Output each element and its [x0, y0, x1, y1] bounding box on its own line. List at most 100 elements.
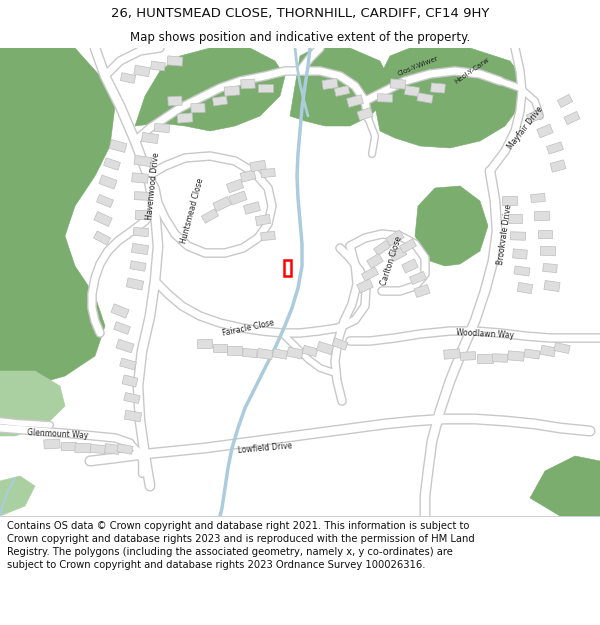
Polygon shape — [0, 48, 115, 416]
Bar — [547, 142, 563, 154]
Bar — [524, 349, 540, 359]
Polygon shape — [530, 456, 600, 516]
Text: Heol-Y-Carw: Heol-Y-Carw — [454, 57, 490, 85]
Polygon shape — [135, 48, 285, 131]
Bar — [256, 214, 271, 226]
Bar — [240, 170, 256, 182]
Bar — [502, 196, 518, 206]
Bar — [134, 65, 150, 77]
Bar — [357, 279, 373, 293]
Text: Carlton Close: Carlton Close — [380, 235, 404, 287]
Bar — [61, 442, 76, 450]
Text: Havenwood Drive: Havenwood Drive — [145, 152, 161, 220]
Bar — [109, 139, 127, 152]
Bar — [104, 158, 121, 170]
Bar — [119, 358, 136, 370]
Bar — [113, 322, 130, 334]
Bar — [212, 96, 227, 106]
Bar — [564, 111, 580, 124]
Bar — [260, 168, 275, 177]
Bar — [287, 347, 303, 359]
Bar — [177, 113, 193, 123]
Bar — [241, 79, 255, 89]
Bar — [227, 346, 242, 356]
Bar — [541, 246, 556, 256]
Polygon shape — [0, 371, 65, 436]
Polygon shape — [375, 48, 525, 148]
Bar — [126, 278, 144, 290]
Bar — [202, 209, 218, 223]
Bar — [357, 107, 373, 121]
Bar — [122, 375, 138, 387]
Bar — [417, 92, 433, 103]
Bar — [111, 304, 129, 318]
Bar — [134, 156, 152, 167]
Bar — [90, 444, 106, 454]
Bar — [117, 444, 133, 454]
Bar — [226, 179, 244, 192]
Bar — [151, 61, 166, 71]
Bar — [97, 194, 113, 208]
Bar — [94, 211, 112, 226]
Bar — [477, 354, 493, 362]
Bar — [541, 346, 556, 357]
Text: Contains OS data © Crown copyright and database right 2021. This information is : Contains OS data © Crown copyright and d… — [7, 521, 475, 570]
Bar — [367, 254, 383, 269]
Bar — [386, 230, 404, 246]
Bar — [443, 349, 460, 359]
Bar — [167, 56, 183, 66]
Polygon shape — [0, 476, 35, 516]
Bar — [508, 214, 522, 222]
Bar — [538, 230, 552, 238]
Bar — [133, 228, 149, 237]
Bar — [44, 439, 60, 449]
Bar — [75, 443, 91, 452]
Text: Lowfield Drive: Lowfield Drive — [238, 441, 293, 455]
Bar — [535, 211, 550, 221]
Bar — [244, 202, 260, 214]
Bar — [257, 84, 272, 92]
Bar — [530, 193, 545, 202]
Bar — [130, 261, 146, 271]
Bar — [389, 246, 407, 261]
Bar — [334, 86, 350, 96]
Bar — [229, 191, 247, 205]
Bar — [154, 123, 170, 132]
Bar — [316, 341, 334, 354]
Bar — [542, 263, 557, 272]
Bar — [493, 354, 508, 362]
Bar — [260, 231, 275, 241]
Bar — [142, 132, 158, 144]
Bar — [322, 79, 338, 89]
Bar — [131, 173, 148, 183]
Bar — [347, 95, 364, 108]
Bar — [508, 351, 524, 361]
Bar — [414, 284, 430, 298]
Bar — [332, 338, 348, 350]
Bar — [537, 124, 553, 138]
Bar — [213, 196, 231, 211]
Bar — [257, 349, 273, 359]
Bar — [400, 239, 416, 253]
Bar — [374, 241, 391, 256]
Text: Woodlawn Way: Woodlawn Way — [456, 328, 514, 340]
Bar — [511, 232, 526, 240]
Bar — [104, 444, 119, 454]
Bar — [362, 267, 379, 281]
Bar — [554, 342, 570, 354]
Bar — [410, 271, 427, 284]
Bar — [514, 266, 530, 276]
Bar — [550, 160, 566, 172]
Bar — [242, 348, 257, 358]
Bar — [377, 94, 392, 102]
Bar — [517, 282, 533, 294]
Bar — [197, 339, 212, 349]
Bar — [121, 72, 136, 83]
Bar — [134, 192, 149, 201]
Text: 26, HUNTSMEAD CLOSE, THORNHILL, CARDIFF, CF14 9HY: 26, HUNTSMEAD CLOSE, THORNHILL, CARDIFF,… — [111, 7, 489, 20]
Bar — [431, 83, 445, 93]
Polygon shape — [290, 48, 390, 126]
Text: Fairacle Close: Fairacle Close — [221, 318, 275, 338]
Bar — [94, 231, 110, 245]
Bar — [213, 344, 227, 352]
